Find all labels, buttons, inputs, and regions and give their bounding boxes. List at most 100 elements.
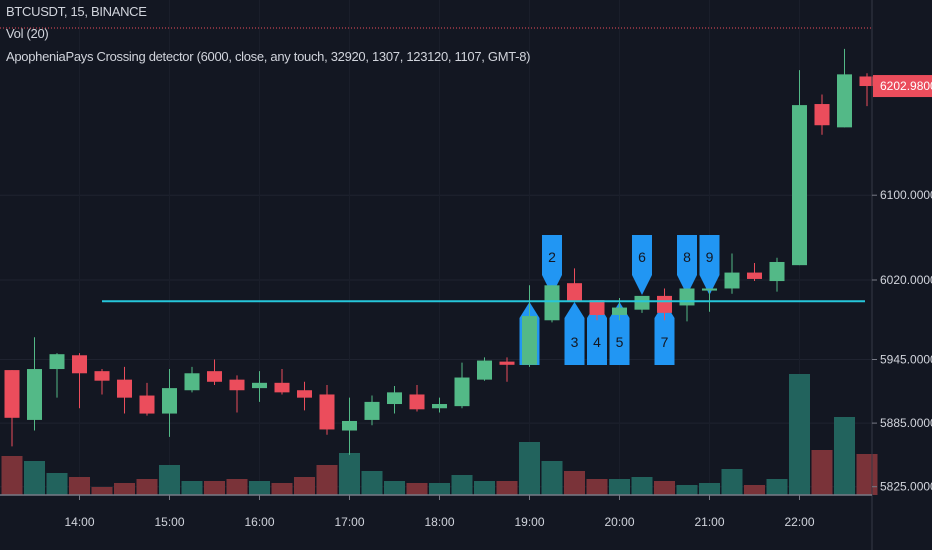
crossing-marker: 6: [632, 235, 652, 295]
candle: [409, 384, 425, 412]
candle: [139, 382, 155, 416]
candle-body: [274, 382, 290, 393]
indicator-legend[interactable]: ApopheniaPays Crossing detector (6000, c…: [6, 49, 531, 64]
candle: [747, 263, 762, 282]
candle-body: [297, 390, 312, 398]
marker-arrow-down-icon: [677, 235, 697, 295]
candle-body: [432, 404, 447, 409]
price-axis-label: 6100.00000: [880, 188, 932, 202]
candle: [544, 285, 560, 323]
candle: [49, 353, 65, 398]
volume-bar: [564, 471, 585, 495]
candle-body: [499, 361, 515, 365]
candle-body: [207, 371, 222, 382]
volume-bar: [406, 483, 428, 495]
marker-arrow-down-icon: [632, 235, 652, 295]
volume-bar: [609, 479, 630, 495]
price-axis-label: 5885.00000: [880, 416, 932, 430]
price-axis-label: 6020.00000: [880, 273, 932, 287]
candle-body: [702, 288, 717, 291]
volume-bar: [1, 456, 23, 495]
candle: [567, 268, 582, 302]
symbol-legend[interactable]: BTCUSDT, 15, BINANCE: [6, 4, 147, 19]
candle-body: [229, 379, 245, 391]
candle: [702, 288, 717, 312]
volume-bar: [294, 477, 315, 495]
time-axis-label: 22:00: [784, 515, 814, 529]
volume-bar: [69, 477, 90, 495]
crossing-marker: 9: [699, 235, 720, 295]
candle: [117, 366, 132, 414]
volume-legend[interactable]: Vol (20): [6, 26, 49, 41]
candle: [162, 369, 177, 437]
volume-bar: [519, 442, 540, 495]
last-price-label: 6202.98000: [873, 75, 932, 98]
volume-bar: [46, 473, 68, 495]
candle-body: [49, 354, 65, 370]
candle-body: [409, 394, 425, 410]
time-axis-label: 15:00: [154, 515, 184, 529]
candle-body: [859, 76, 875, 87]
time-axis-label: 14:00: [64, 515, 94, 529]
marker-label: 3: [571, 334, 579, 350]
volume-bar: [204, 481, 225, 495]
volume-bar: [789, 374, 810, 495]
volume-bar: [541, 461, 563, 495]
price-axis-label: 5825.00000: [880, 480, 932, 494]
crossing-marker: 3: [564, 302, 585, 365]
last-price-value: 6202.98000: [880, 79, 932, 93]
candle: [724, 253, 740, 294]
crossing-markers: 2 3 4 5 6 7 8 9: [519, 235, 720, 365]
candle: [229, 375, 245, 413]
marker-arrow-down-icon: [542, 235, 562, 295]
candle-body: [837, 74, 852, 128]
volume-bar: [744, 485, 765, 495]
candle: [94, 369, 110, 395]
volume-bar: [699, 483, 720, 495]
candle: [589, 300, 605, 321]
candles: [4, 48, 875, 455]
candle: [792, 70, 807, 266]
volume-bar: [676, 485, 698, 495]
marker-label: 7: [661, 334, 669, 350]
volume-bar: [226, 479, 248, 495]
candle: [319, 384, 335, 435]
volume-bar: [811, 450, 833, 495]
volume-bar: [271, 483, 293, 495]
crossing-marker: 7: [654, 302, 675, 365]
candle: [634, 295, 650, 313]
candle-body: [27, 369, 42, 420]
price-axis-label: 5945.00000: [880, 353, 932, 367]
crossing-marker: 4: [587, 302, 607, 365]
candle-body: [567, 283, 582, 302]
candle: [184, 366, 200, 393]
candle-body: [454, 377, 470, 407]
volume-bar: [856, 454, 878, 495]
marker-label: 9: [706, 249, 714, 265]
volume-bar: [339, 453, 360, 495]
volume-bar: [316, 465, 338, 495]
volume-bars: [1, 374, 878, 495]
candle: [499, 357, 515, 382]
candle-body: [612, 307, 627, 315]
time-axis[interactable]: 14:00 15:00 16:00 17:00 18:00 19:00 20:00 21:00…: [64, 495, 815, 529]
candle-body: [679, 288, 695, 306]
candle-body: [522, 316, 537, 365]
candle: [387, 386, 402, 414]
crossing-marker: 2: [542, 235, 562, 295]
price-axis[interactable]: 6100.00000 6020.00000 5945.00000 5885.00000…: [872, 188, 932, 494]
candle: [454, 362, 470, 409]
candle-body: [364, 401, 380, 420]
volume-bar: [834, 417, 855, 495]
candle-body: [477, 360, 492, 380]
candle-body: [724, 272, 740, 289]
candle: [27, 337, 42, 431]
crossing-marker: 5: [609, 302, 630, 365]
marker-label: 2: [548, 249, 556, 265]
marker-arrow-up-icon: [564, 302, 585, 365]
marker-label: 6: [638, 249, 646, 265]
candle: [364, 395, 380, 426]
candle-body: [387, 392, 402, 405]
volume-bar: [24, 461, 45, 495]
